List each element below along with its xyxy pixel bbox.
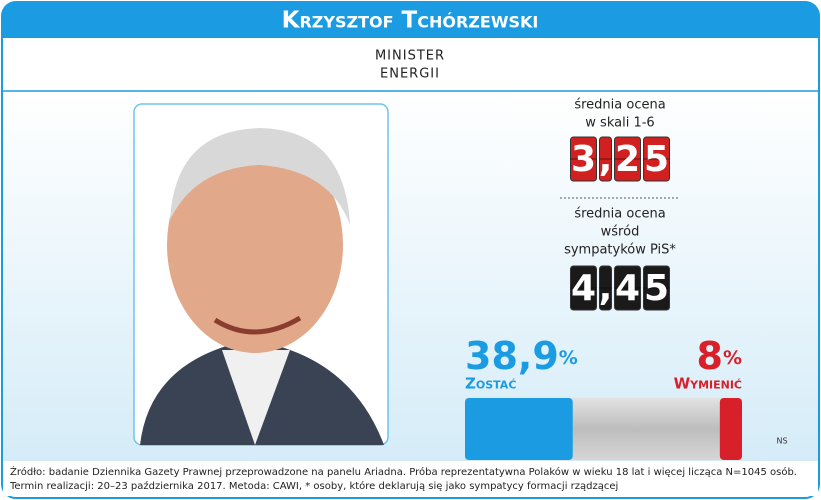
role: MINISTER	[375, 49, 445, 64]
category-label: Zostać	[465, 375, 516, 393]
score-label: sympatyków PiS*	[564, 243, 676, 258]
score-value: 4,45	[571, 268, 669, 309]
value-label: 8%	[697, 334, 743, 378]
score-label: w skali 1-6	[585, 116, 654, 131]
category-label: Wymienić	[674, 375, 742, 393]
bar-segment	[465, 398, 573, 460]
role: ENERGII	[380, 67, 440, 82]
score-label: średnia ocena	[574, 207, 665, 222]
footer-note: Termin realizacji: 20–23 października 20…	[9, 480, 618, 492]
score-value: 3,25	[571, 139, 669, 180]
annotation: NS	[776, 437, 787, 446]
bar-segment	[719, 398, 742, 460]
footer-note: Źródło: badanie Dziennika Gazety Prawnej…	[10, 465, 797, 478]
score-label: wśród	[601, 225, 640, 240]
score-label: średnia ocena	[574, 98, 665, 113]
person-name: Krzysztof Tchórzewski	[282, 8, 539, 34]
score-tiles	[570, 265, 670, 311]
score-tiles	[570, 136, 670, 182]
photo	[133, 103, 389, 446]
header-bar	[2, 2, 819, 38]
value-label: 38,9%	[465, 334, 578, 378]
